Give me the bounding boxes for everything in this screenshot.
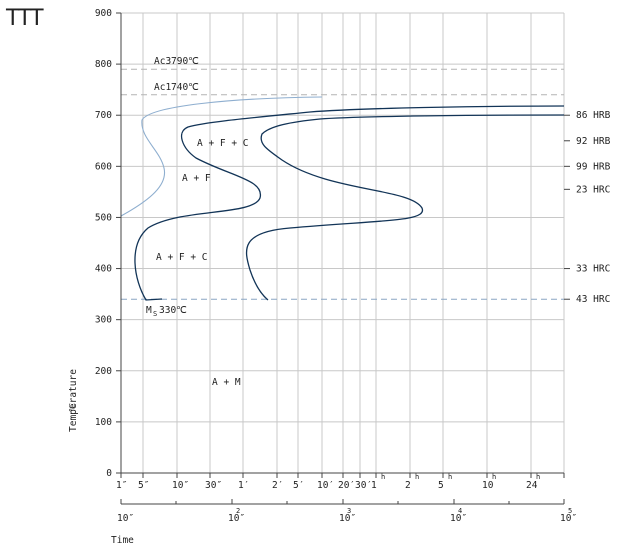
seconds-tick-exp: 3 [347,507,351,515]
seconds-tick-text: 10″ [450,513,467,524]
ms-label-m: M [146,305,152,316]
hardness-label: 86 HRB [576,110,611,121]
y-tick-label: 0 [106,468,112,479]
x-tick-sup: h [536,473,540,481]
chart-labels: Ac3 790℃ Ac1 740℃ M S 330℃ A + F + C A + F A + F … [146,56,611,388]
phase-label: A + F + C [156,252,207,263]
x-tick-label-time: 10″ [172,480,189,491]
x-tick-label-time: 10′ [317,480,334,491]
hardness-label: 33 HRC [576,264,610,275]
y-axis-label-unit: ℃ [68,403,77,412]
x-tick-label-time: 10h [482,473,496,491]
seconds-tick-exp: 5 [568,507,572,515]
x-tick-label-time: 1′ [238,480,249,491]
y-tick-label: 200 [95,366,112,377]
ac1-value: 740℃ [171,82,199,93]
x-tick-label-time: 5″ [138,480,149,491]
y-tick-label: 400 [95,264,112,275]
y-tick-label: 700 [95,110,112,121]
axes: 0 100 200 300 400 500 600 700 800 900 1″ 5″ 10″ 30″ 1′… [68,8,577,546]
hardness-label: 99 HRB [576,161,611,172]
x-tick-text: 10′ [317,480,334,491]
x-tick-label-seconds: 10″3 [339,507,356,524]
curve-pearlite-start-light [120,96,323,217]
transformation-curves [120,96,565,301]
ms-label-sub: S [153,310,157,318]
seconds-tick-text: 10″ [228,513,245,524]
x-tick-label-time: 2′ [272,480,283,491]
ms-value: 330℃ [159,305,187,316]
hardness-label: 92 HRB [576,136,611,147]
y-axis-label: Temperature℃ [68,369,79,432]
x-tick-label-time: 2h [405,473,419,491]
x-tick-text: 1″ [116,480,127,491]
x-tick-label-time: 1h [371,473,385,491]
x-tick-label-time: 5h [438,473,452,491]
seconds-tick-text: 10″ [560,513,577,524]
x-tick-label-time: 1″ [116,480,127,491]
x-axis-label: Time [111,535,134,546]
x-tick-text: 2′ [272,480,283,491]
phase-label: A + F + C [197,138,248,149]
x-tick-text: 10″ [172,480,189,491]
x-tick-text: 10 [482,480,494,491]
x-tick-text: 20′ [338,480,355,491]
x-tick-label-time: 24h [526,473,540,491]
reference-lines [121,68,564,300]
x-tick-sup: h [448,473,452,481]
x-tick-label-time: 20′ [338,480,355,491]
x-tick-label-time: 5′ [293,480,304,491]
x-tick-sup: h [492,473,496,481]
x-tick-label-seconds: 10″2 [228,507,245,524]
x-tick-text: 30″ [205,480,222,491]
x-tick-sup: h [415,473,419,481]
y-tick-label: 800 [95,59,112,70]
phase-label: A + M [212,377,241,388]
x-tick-text: 1 [371,480,377,491]
phase-label: A + F [182,173,211,184]
hardness-label: 43 HRC [576,294,610,305]
chart-title: TTT [6,6,44,31]
x-tick-text: 30′ [355,480,372,491]
ac3-value: 790℃ [171,56,199,67]
x-tick-text: 1′ [238,480,249,491]
x-tick-label-seconds: 10″5 [560,507,577,524]
y-tick-label: 300 [95,315,112,326]
x-tick-text: 2 [405,480,411,491]
y-axis-label-text: Temperature [68,369,79,432]
ac1-label: Ac1 [154,82,171,93]
curve-pearlite-start [245,114,565,301]
x-tick-label-time: 30″ [205,480,222,491]
x-tick-text: 5′ [293,480,304,491]
y-tick-label: 100 [95,417,112,428]
y-tick-label: 600 [95,161,112,172]
seconds-tick-exp: 4 [458,507,462,515]
x-tick-text: 5″ [138,480,149,491]
x-tick-label-time: 30′ [355,480,372,491]
seconds-tick-text: 10″ [339,513,356,524]
y-tick-label: 900 [95,8,112,19]
hardness-label: 23 HRC [576,184,610,195]
x-tick-text: 5 [438,480,444,491]
seconds-tick-text: 10″ [117,513,134,524]
ac3-label: Ac3 [154,56,171,67]
seconds-tick-exp: 2 [236,507,240,515]
x-tick-sup: h [381,473,385,481]
curve-ferrite-start [134,105,565,301]
y-tick-label: 500 [95,212,112,223]
x-tick-text: 24 [526,480,538,491]
x-tick-label-seconds: 10″ [117,513,134,524]
x-tick-label-seconds: 10″4 [450,507,467,524]
